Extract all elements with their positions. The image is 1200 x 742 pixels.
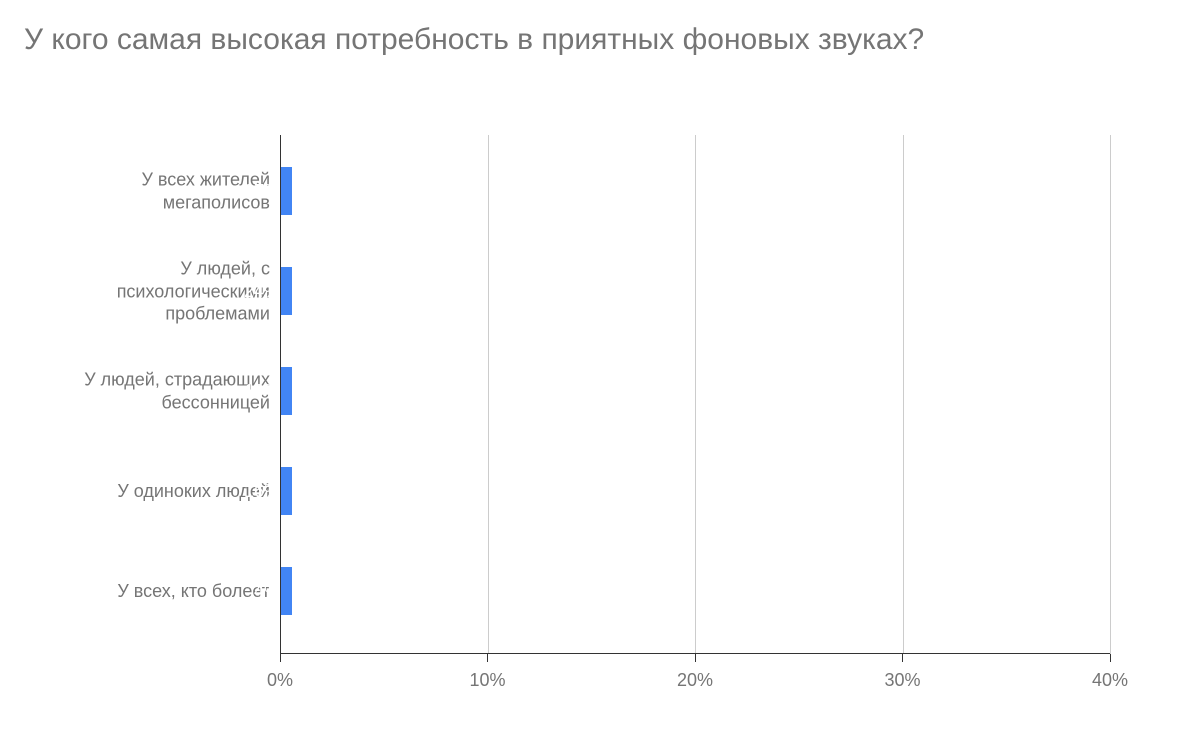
gridline-2	[695, 135, 696, 654]
bar-2: 19%	[280, 367, 292, 415]
y-label-4: У всех, кто болеет	[30, 580, 270, 603]
x-label-0: 0%	[267, 670, 293, 691]
x-label-3: 30%	[884, 670, 920, 691]
y-label-2: У людей, страдающих бессонницей	[30, 369, 270, 414]
chart-title: У кого самая высокая потребность в прият…	[24, 20, 1124, 59]
plot-area: 37% 24% 19% 16% 4%	[280, 135, 1110, 654]
x-tick-1	[487, 654, 488, 662]
x-axis-line	[280, 653, 1110, 654]
x-tick-4	[1110, 654, 1111, 662]
bar-4: 4%	[280, 567, 292, 615]
gridline-3	[903, 135, 904, 654]
bar-value-4: 4%	[254, 581, 280, 602]
bar-value-3: 16%	[244, 481, 280, 502]
y-axis-labels: У всех жителей мегаполисов У людей, с пс…	[30, 135, 270, 654]
bar-value-1: 24%	[244, 281, 280, 302]
x-label-1: 10%	[469, 670, 505, 691]
gridline-1	[488, 135, 489, 654]
y-axis-line	[280, 135, 281, 654]
y-label-1: У людей, с психологическими проблемами	[30, 257, 270, 325]
x-tick-3	[902, 654, 903, 662]
bar-0: 37%	[280, 167, 292, 215]
y-label-0: У всех жителей мегаполисов	[30, 169, 270, 214]
x-tick-0	[280, 654, 281, 662]
x-label-2: 20%	[677, 670, 713, 691]
bar-1: 24%	[280, 267, 292, 315]
bar-value-0: 37%	[244, 181, 280, 202]
bar-3: 16%	[280, 467, 292, 515]
gridline-4	[1110, 135, 1111, 654]
bar-value-2: 19%	[244, 381, 280, 402]
x-axis-labels: 0% 10% 20% 30% 40%	[280, 662, 1110, 702]
y-label-3: У одиноких людей	[30, 480, 270, 503]
chart-area: У всех жителей мегаполисов У людей, с пс…	[30, 135, 1170, 702]
x-label-4: 40%	[1092, 670, 1128, 691]
x-tick-2	[695, 654, 696, 662]
chart-container: У кого самая высокая потребность в прият…	[0, 0, 1200, 742]
